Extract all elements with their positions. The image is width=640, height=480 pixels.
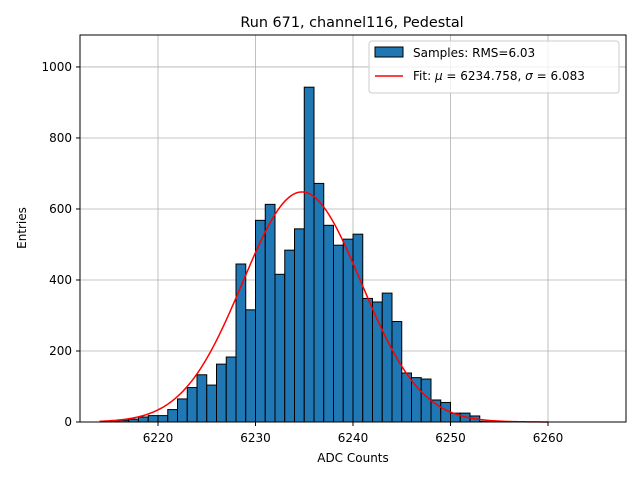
y-tick-label: 400 bbox=[49, 273, 72, 287]
histogram-bar bbox=[420, 378, 432, 423]
histogram-bar bbox=[225, 356, 237, 423]
histogram-bar bbox=[303, 86, 315, 423]
x-tick-label: 6260 bbox=[533, 431, 564, 445]
x-tick-label: 6250 bbox=[435, 431, 466, 445]
histogram-bar bbox=[381, 292, 393, 423]
histogram-bar bbox=[147, 415, 159, 423]
y-tick-label: 600 bbox=[49, 202, 72, 216]
histogram-bar bbox=[167, 409, 178, 423]
legend-fit-prefix: Fit: bbox=[413, 69, 435, 83]
y-tick-label: 1000 bbox=[41, 60, 72, 74]
histogram-bar bbox=[391, 321, 403, 423]
y-axis-label: Entries bbox=[15, 207, 29, 249]
y-tick-label: 0 bbox=[64, 415, 72, 429]
y-axis-ticks: 0 200 400 600 800 1000 bbox=[41, 60, 80, 429]
histogram-bar bbox=[196, 374, 208, 423]
histogram-bar bbox=[294, 228, 305, 423]
legend-fit-mu-value: = 6234.758, bbox=[446, 69, 525, 83]
legend-fit-sigma-symbol: σ bbox=[525, 69, 533, 83]
x-axis-label: ADC Counts bbox=[317, 451, 389, 465]
histogram-bar bbox=[313, 182, 325, 423]
legend-fit-sigma-value: = 6.083 bbox=[537, 69, 585, 83]
histogram-bar bbox=[284, 249, 295, 423]
histogram-bar bbox=[440, 401, 451, 423]
x-axis-ticks: 6220 6230 6240 6250 6260 bbox=[143, 422, 564, 445]
legend-box bbox=[368, 40, 620, 94]
histogram-bar bbox=[186, 387, 198, 423]
legend-fit-label: Fit: μ = 6234.758, σ = 6.083 bbox=[413, 69, 585, 83]
histogram-bar bbox=[333, 244, 344, 423]
histogram-bar bbox=[157, 415, 169, 423]
legend-samples-label: Samples: RMS=6.03 bbox=[413, 46, 535, 60]
fit-curve bbox=[99, 191, 549, 423]
x-tick-label: 6240 bbox=[338, 431, 369, 445]
histogram-bar bbox=[401, 372, 412, 423]
histogram-bar bbox=[274, 273, 286, 423]
y-tick-label: 800 bbox=[49, 131, 72, 145]
histogram-bar bbox=[362, 297, 373, 423]
legend-samples-swatch bbox=[374, 46, 404, 58]
x-tick-label: 6220 bbox=[143, 431, 174, 445]
legend: Samples: RMS=6.03 Fit: μ = 6234.758, σ =… bbox=[368, 40, 620, 94]
histogram-bar bbox=[342, 238, 354, 423]
legend-fit-mu-symbol: μ bbox=[434, 69, 443, 83]
histogram-bar bbox=[411, 377, 422, 423]
y-tick-label: 200 bbox=[49, 344, 72, 358]
histogram-bar bbox=[352, 233, 364, 423]
x-tick-label: 6230 bbox=[240, 431, 271, 445]
histogram-bars bbox=[108, 86, 500, 423]
histogram-bar bbox=[323, 224, 334, 423]
histogram-bar bbox=[216, 363, 227, 423]
histogram-bar bbox=[177, 398, 188, 423]
histogram-bar bbox=[245, 309, 256, 423]
histogram-bar bbox=[138, 416, 149, 423]
chart-title: Run 671, channel116, Pedestal bbox=[240, 15, 463, 31]
histogram-bar bbox=[264, 203, 276, 423]
histogram-bar bbox=[206, 384, 217, 423]
